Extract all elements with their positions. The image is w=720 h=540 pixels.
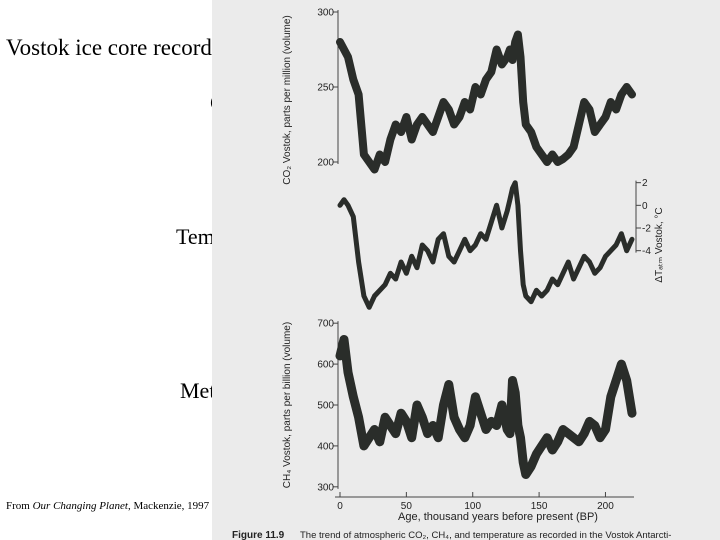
slide-title: Vostok ice core record <box>6 35 212 60</box>
caption-text: The trend of atmospheric CO₂, CH₄, and t… <box>300 530 671 540</box>
x-tick-label: 200 <box>597 501 614 512</box>
methane-y-tick-label: 400 <box>317 441 334 452</box>
co2-y-tick-label: 250 <box>317 83 334 94</box>
source-citation: From Our Changing Planet, Mackenzie, 199… <box>6 500 209 512</box>
co2-y-tick-label: 300 <box>317 8 334 19</box>
x-tick-label: 150 <box>531 501 548 512</box>
chart-series <box>335 30 637 479</box>
source-suffix: , Mackenzie, 1997 <box>127 500 210 512</box>
x-axis-title: Age, thousand years before present (BP) <box>398 511 598 523</box>
methane-series-line <box>335 335 637 479</box>
methane-y-tick-label: 500 <box>317 401 334 412</box>
figure-caption: Figure 11.9 The trend of atmospheric CO₂… <box>232 530 671 540</box>
scanned-figure-background <box>212 0 720 540</box>
temperature-series-line <box>337 180 635 310</box>
methane-y-tick-label: 300 <box>317 482 334 493</box>
caption-figure-number: Figure 11.9 <box>232 530 285 540</box>
temperature-y-tick-label: -4 <box>642 246 651 257</box>
temperature-y-tick-label: 0 <box>642 201 648 212</box>
temperature-y-tick-label: -2 <box>642 224 651 235</box>
source-prefix: From <box>6 500 33 512</box>
x-tick-label: 0 <box>337 501 343 512</box>
x-tick-label: 100 <box>464 501 481 512</box>
co2-series-line <box>336 30 636 174</box>
x-tick-label: 50 <box>401 501 413 512</box>
temperature-y-axis-title: ΔTₐₜₘ Vostok, °C <box>654 207 665 282</box>
methane-y-tick-label: 700 <box>317 319 334 330</box>
co2-y-tick-label: 200 <box>317 158 334 169</box>
source-book-title: Our Changing Planet <box>32 500 128 512</box>
temperature-y-tick-label: 2 <box>642 178 648 189</box>
methane-y-tick-label: 600 <box>317 360 334 371</box>
methane-y-axis-title: CH₄ Vostok, parts per billion (volume) <box>282 322 293 488</box>
co2-y-axis-title: CO₂ Vostok, parts per million (volume) <box>282 15 293 185</box>
